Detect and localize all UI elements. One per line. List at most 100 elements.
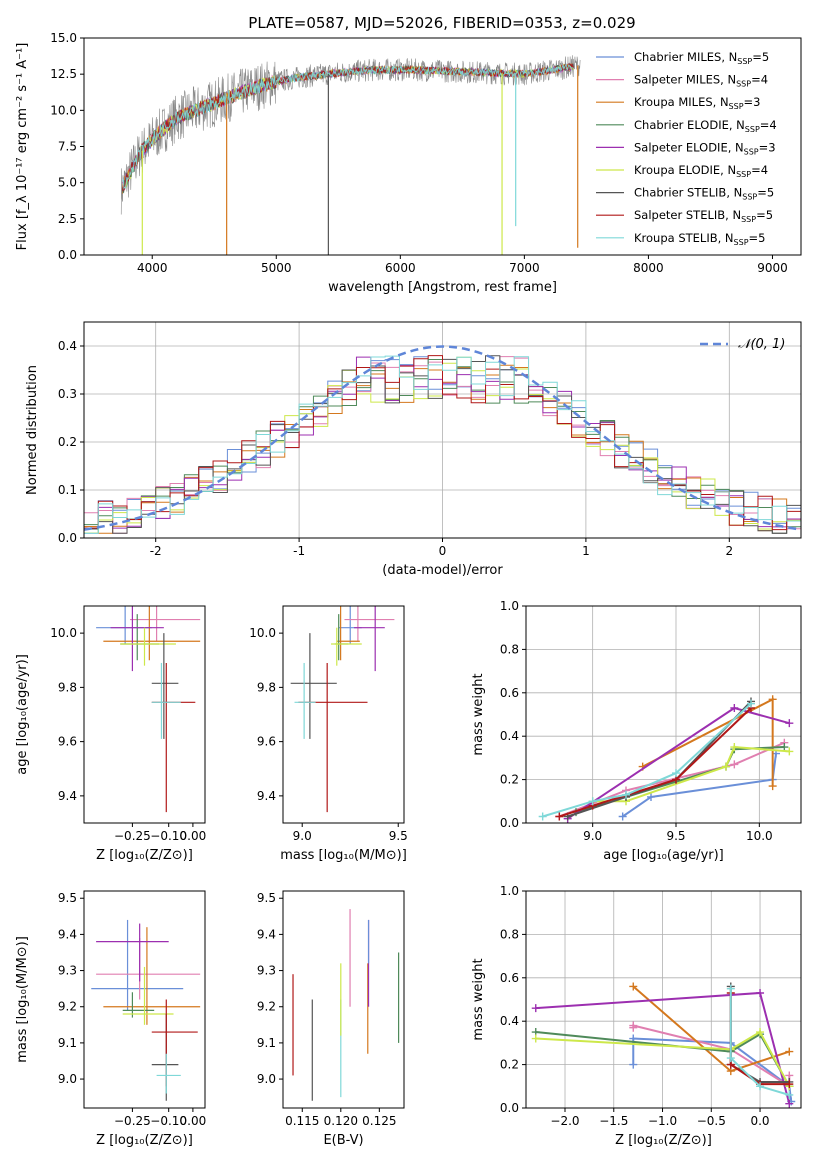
data-point-marker xyxy=(785,1099,794,1108)
data-point-marker xyxy=(726,1054,735,1063)
y-tick-label: 0.2 xyxy=(58,435,77,449)
y-tick-label: 0.2 xyxy=(500,1058,519,1072)
model-spectrum-line xyxy=(122,63,574,188)
x-tick-label: 8000 xyxy=(633,261,664,275)
y-tick-label: 2.5 xyxy=(58,212,77,226)
plot-area xyxy=(120,55,581,255)
y-tick-label: 9.2 xyxy=(58,1000,77,1014)
x-axis-label: age [log₁₀(age/yr)] xyxy=(603,848,724,863)
x-tick-label: 0 xyxy=(439,544,447,558)
data-point-marker xyxy=(730,760,739,769)
plot-area xyxy=(96,606,201,813)
panel-spectrum: 4000 5000 6000 7000 8000 9000 0.0 2.5 5.0 7.5 10.0… xyxy=(15,31,802,295)
y-tick-label: 0.0 xyxy=(58,531,77,545)
x-tick-label: 0.0 xyxy=(750,1114,769,1128)
y-tick-label: 0.4 xyxy=(500,729,519,743)
y-tick-label: 0.4 xyxy=(58,339,77,353)
x-axis-label: Z [log₁₀(Z/Z⊙)] xyxy=(615,1133,712,1148)
errorbar-point xyxy=(151,999,198,1087)
data-point-marker xyxy=(785,747,794,756)
errorbar-point xyxy=(96,923,169,982)
errorbar-point xyxy=(344,606,395,642)
series-line xyxy=(729,988,790,1096)
y-axis-label: age [log₁₀(age/yr)] xyxy=(15,654,30,775)
data-point-marker xyxy=(768,695,777,704)
x-tick-label: 9.0 xyxy=(583,829,602,843)
x-tick-label: 0.115 xyxy=(285,1114,319,1128)
y-tick-label: 9.8 xyxy=(58,680,77,694)
errorbar-point xyxy=(110,606,164,672)
plot-area xyxy=(84,345,801,538)
panel-mass_weight_vs_Z: −2.0 −1.5 −1.0 −0.5 0.0 0.0 0.2 0.4 0.6 0.8 1.0 Z [… xyxy=(471,884,802,1148)
y-tick-label: 12.5 xyxy=(50,67,77,81)
x-tick-label: -2 xyxy=(150,544,162,558)
y-axis-label: mass weight xyxy=(471,673,486,755)
data-point-marker xyxy=(756,1082,765,1091)
errorbar-point xyxy=(156,1053,181,1094)
x-axis-label: wavelength [Angstrom, rest frame] xyxy=(328,280,557,295)
data-point-marker xyxy=(647,792,655,801)
data-point-marker xyxy=(588,797,597,806)
data-point-marker xyxy=(622,790,630,799)
series-line xyxy=(622,753,777,818)
x-tick-label: −0.25 xyxy=(114,1114,151,1128)
errorbar-point xyxy=(294,662,316,739)
data-point-marker xyxy=(756,988,765,997)
data-point-marker xyxy=(531,1034,540,1043)
x-tick-label: -1 xyxy=(293,544,305,558)
model-spectrum-line xyxy=(122,63,574,194)
y-tick-label: 0.6 xyxy=(500,686,519,700)
x-tick-label: 2 xyxy=(725,544,733,558)
y-tick-label: 9.1 xyxy=(58,1036,77,1050)
series-chabrier-miles xyxy=(618,749,780,821)
x-tick-label: 9.5 xyxy=(666,829,685,843)
data-point-marker xyxy=(756,1028,765,1037)
x-tick-label: 7000 xyxy=(509,261,540,275)
y-tick-label: 15.0 xyxy=(50,31,77,45)
data-point-marker xyxy=(629,1060,638,1069)
x-tick-label: 9.5 xyxy=(389,829,408,843)
x-tick-label: −0.10 xyxy=(150,829,187,843)
legend-label: Salpeter STELIB, NSSP=5 xyxy=(634,208,773,224)
errorbar-point xyxy=(129,606,201,642)
data-point-marker xyxy=(629,982,638,991)
errorbar-point xyxy=(331,627,362,666)
panel-mass_vs_Z: −0.25 −0.100.00 9.0 9.1 9.2 9.3 9.4 9.5 Z [log₁₀… xyxy=(15,890,207,1148)
data-point-marker xyxy=(531,1004,540,1013)
series-kroupa-miles xyxy=(629,982,794,1076)
y-axis-label: Normed distribution xyxy=(25,365,40,495)
y-tick-label: 1.0 xyxy=(500,884,519,898)
x-tick-label: 0.00 xyxy=(180,1114,207,1128)
panel-mass_weight_vs_age: 9.0 9.5 10.0 0.0 0.2 0.4 0.6 0.8 1.0 age [log₁₀(a… xyxy=(471,599,802,863)
x-tick-label: 9000 xyxy=(757,261,788,275)
plot-area xyxy=(91,919,201,1101)
data-point-marker xyxy=(747,699,755,708)
x-tick-label: 0.00 xyxy=(180,829,207,843)
figure-title: PLATE=0587, MJD=52026, FIBERID=0353, z=0… xyxy=(248,14,635,32)
x-tick-label: −0.10 xyxy=(150,1114,187,1128)
x-tick-label: −1.5 xyxy=(599,1114,628,1128)
data-point-marker xyxy=(722,762,730,771)
y-tick-label: 10.0 xyxy=(50,103,77,117)
series-salpeter-elodie xyxy=(563,703,794,823)
y-tick-label: 9.5 xyxy=(58,891,77,905)
y-tick-label: 9.4 xyxy=(257,789,276,803)
series-line xyxy=(535,1030,791,1087)
model-spectrum-line xyxy=(122,63,574,194)
y-tick-label: 10.0 xyxy=(249,626,276,640)
data-point-marker xyxy=(672,769,680,778)
x-tick-label: −2.0 xyxy=(550,1114,579,1128)
axes-frame xyxy=(83,37,802,256)
observed-spectrum-line xyxy=(120,55,581,215)
axes-frame xyxy=(83,890,206,1109)
model-spectrum-line xyxy=(122,64,574,190)
y-tick-label: 9.5 xyxy=(257,891,276,905)
data-point-marker xyxy=(785,1080,794,1089)
y-tick-label: 0.8 xyxy=(500,927,519,941)
errorbar-point xyxy=(151,1013,179,1101)
y-tick-label: 9.0 xyxy=(58,1072,77,1086)
y-tick-label: 1.0 xyxy=(500,599,519,613)
errorbar-point xyxy=(151,662,196,813)
y-tick-label: 0.2 xyxy=(500,773,519,787)
